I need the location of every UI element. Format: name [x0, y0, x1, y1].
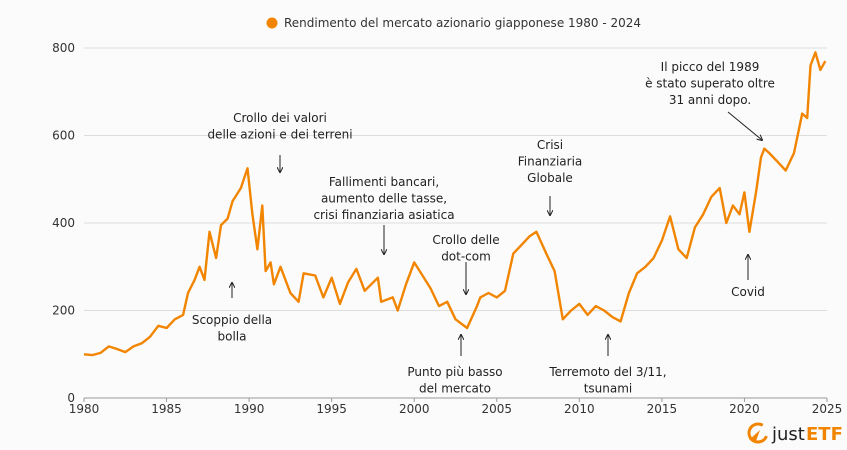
annotation-text: Finanziaria	[518, 155, 583, 169]
annotation-text: aumento delle tasse,	[321, 192, 447, 206]
annotation-text: è stato superato oltre	[645, 77, 775, 91]
x-tick-label: 2000	[399, 402, 430, 416]
annotation-text: Punto più basso	[407, 365, 502, 379]
annotation: Covid	[731, 255, 765, 299]
justetf-logo: just ETF	[747, 422, 843, 445]
annotation-text: del mercato	[419, 382, 491, 396]
legend-label: Rendimento del mercato azionario giappon…	[284, 16, 641, 30]
annotation-text: dot-com	[441, 250, 491, 264]
x-tick-label: 1990	[234, 402, 265, 416]
y-tick-label: 0	[67, 391, 75, 405]
y-tick-label: 200	[52, 304, 75, 318]
x-tick-label: 1995	[316, 402, 347, 416]
annotation-text: crisi finanziaria asiatica	[313, 208, 454, 222]
legend: Rendimento del mercato azionario giappon…	[266, 16, 641, 30]
annotation: Crollo dei valori delle azioni e dei terr…	[207, 111, 353, 172]
annotation: Crollo delle dot-com	[432, 233, 500, 294]
annotation-text: Crisi	[537, 138, 563, 152]
annotation-text: bolla	[218, 330, 247, 344]
annotation-text: Scoppio della	[192, 313, 272, 327]
x-tick-label: 2005	[482, 402, 513, 416]
logo-text-just: just	[771, 424, 805, 445]
annotation: Terremoto del 3/11, tsunami	[548, 335, 667, 396]
y-tick-label: 600	[52, 129, 75, 143]
annotation-text: Covid	[731, 285, 765, 299]
logo-text-etf: ETF	[806, 424, 843, 445]
legend-marker	[266, 17, 278, 29]
y-tick-label: 400	[52, 216, 75, 230]
x-tick-label: 2015	[647, 402, 678, 416]
annotation-text: Globale	[527, 171, 573, 185]
x-tick-label: 2025	[812, 402, 843, 416]
series-line	[83, 51, 827, 357]
x-tick-label: 1980	[69, 402, 100, 416]
annotation-text: Terremoto del 3/11,	[548, 365, 666, 379]
annotation-text: 31 anni dopo.	[669, 93, 751, 107]
annotation-text: delle azioni e dei terreni	[207, 128, 352, 142]
annotation: Scoppio della bolla	[192, 283, 272, 344]
x-tick-label: 2010	[564, 402, 595, 416]
annotation-text: Crollo dei valori	[233, 111, 327, 125]
x-tick-label: 1985	[151, 402, 182, 416]
annotation-text: Fallimenti bancari,	[329, 175, 439, 189]
annotation: Il picco del 1989 è stato superato oltre 3…	[645, 60, 775, 140]
y-tick-label: 800	[52, 41, 75, 55]
annotation: Crisi Finanziaria Globale	[518, 138, 583, 215]
x-tick-label: 2020	[729, 402, 760, 416]
annotation: Fallimenti bancari, aumento delle tasse, c…	[313, 175, 455, 254]
annotation-text: Il picco del 1989	[661, 60, 760, 74]
annotation-text: tsunami	[584, 382, 633, 396]
annotation: Punto più basso del mercato	[407, 335, 503, 396]
annotation-arrow	[727, 111, 762, 140]
annotation-text: Crollo delle	[432, 233, 499, 247]
